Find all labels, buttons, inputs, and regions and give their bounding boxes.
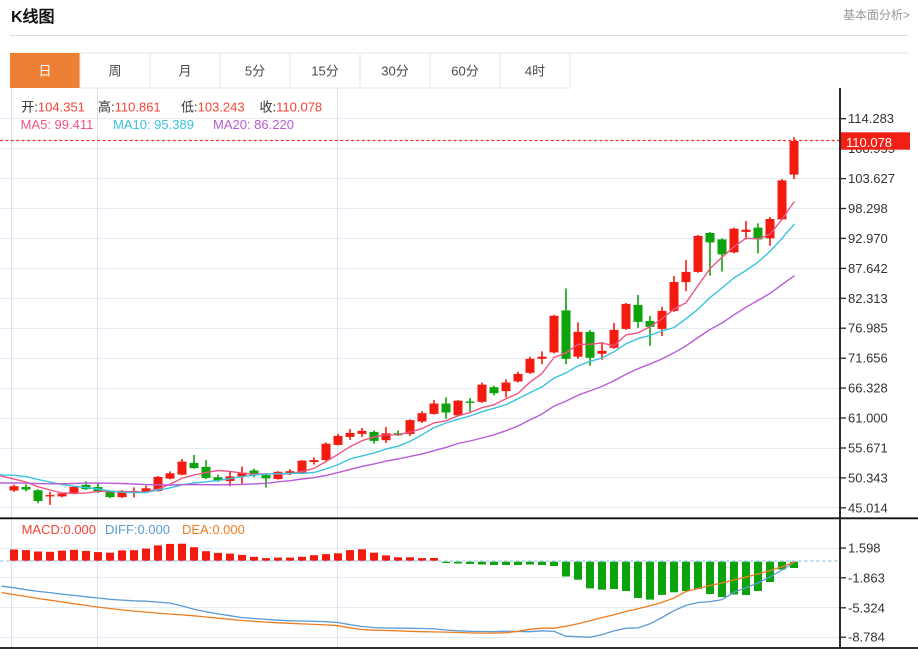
svg-text:高:110.861: 高:110.861	[98, 100, 161, 115]
svg-text:76.985: 76.985	[848, 321, 888, 336]
svg-text:71.656: 71.656	[848, 351, 888, 366]
svg-text:60分: 60分	[451, 64, 478, 79]
svg-text:110.078: 110.078	[846, 135, 892, 150]
svg-text:-5.324: -5.324	[848, 600, 885, 615]
svg-text:66.328: 66.328	[848, 381, 888, 396]
svg-text:61.000: 61.000	[848, 411, 888, 426]
svg-text:MA10: 95.389: MA10: 95.389	[113, 117, 194, 132]
svg-text:55.671: 55.671	[848, 441, 888, 456]
svg-text:98.298: 98.298	[848, 201, 888, 216]
svg-text:周: 周	[108, 64, 121, 79]
svg-text:50.343: 50.343	[848, 470, 888, 485]
svg-text:15分: 15分	[311, 64, 338, 79]
svg-text:82.313: 82.313	[848, 291, 888, 306]
svg-text:114.283: 114.283	[848, 111, 894, 126]
svg-text:开:104.351: 开:104.351	[21, 100, 85, 115]
svg-text:MA5: 99.411: MA5: 99.411	[21, 117, 94, 132]
svg-text:-1.863: -1.863	[848, 570, 885, 585]
svg-text:DIFF:0.000: DIFF:0.000	[105, 522, 170, 537]
svg-text:日: 日	[38, 64, 51, 79]
svg-text:87.642: 87.642	[848, 261, 888, 276]
svg-text:MA20: 86.220: MA20: 86.220	[213, 117, 294, 132]
svg-text:5分: 5分	[245, 64, 265, 79]
svg-text:4时: 4时	[525, 64, 545, 79]
svg-text:收:110.078: 收:110.078	[260, 100, 323, 115]
svg-text:103.627: 103.627	[848, 171, 895, 186]
svg-text:-8.784: -8.784	[848, 630, 885, 645]
svg-text:基本面分析>: 基本面分析>	[843, 8, 910, 22]
svg-text:K线图: K线图	[11, 7, 55, 26]
svg-text:低:103.243: 低:103.243	[181, 100, 245, 115]
svg-text:30分: 30分	[381, 64, 408, 79]
svg-text:45.014: 45.014	[848, 500, 888, 515]
svg-text:92.970: 92.970	[848, 231, 888, 246]
svg-text:DEA:0.000: DEA:0.000	[182, 522, 245, 537]
svg-text:1.598: 1.598	[848, 541, 881, 556]
svg-text:月: 月	[178, 64, 191, 79]
svg-text:MACD:0.000: MACD:0.000	[22, 522, 96, 537]
